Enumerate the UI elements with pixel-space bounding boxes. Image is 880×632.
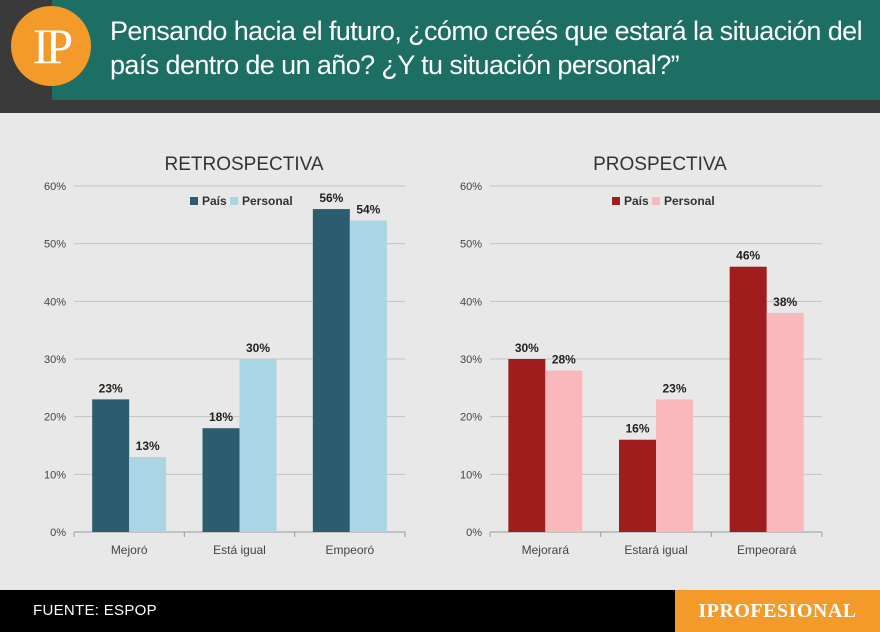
source-text: FUENTE: ESPOP <box>33 602 157 619</box>
retro-bar-pas-2 <box>312 209 350 533</box>
retro-y-tick-label: 0% <box>50 527 66 539</box>
retro-data-label: 56% <box>319 191 343 205</box>
prosp-data-label: 46% <box>736 249 760 263</box>
retro-category-label: Empeoró <box>325 543 374 557</box>
retro-chart-title: RETROSPECTIVA <box>164 154 323 175</box>
prosp-y-tick-label: 20% <box>460 412 482 424</box>
retro-data-label: 30% <box>246 341 270 355</box>
prosp-data-label: 28% <box>552 353 576 367</box>
retro-y-tick-label: 40% <box>44 296 66 308</box>
prosp-legend-swatch <box>612 197 620 205</box>
retro-y-tick-label: 50% <box>44 239 66 251</box>
prosp-y-tick-label: 30% <box>460 354 482 366</box>
prosp-bar-personal-2 <box>766 312 804 532</box>
prosp-legend-label: País <box>624 194 649 208</box>
prosp-data-label: 30% <box>515 341 539 355</box>
retro-data-label: 23% <box>99 381 123 395</box>
retro-category-label: Está igual <box>213 543 266 557</box>
iprofesional-brand: IPROFESIONAL <box>675 590 880 632</box>
prosp-data-label: 16% <box>625 422 649 436</box>
prosp-category-label: Mejorará <box>522 543 570 557</box>
prosp-data-label: 23% <box>662 381 686 395</box>
retro-y-tick-label: 20% <box>44 412 66 424</box>
prosp-data-label: 38% <box>773 295 797 309</box>
prosp-legend-swatch <box>652 197 660 205</box>
retro-legend-label: Personal <box>242 194 293 208</box>
prosp-chart-title: PROSPECTIVA <box>593 154 727 175</box>
retro-legend-label: País <box>202 194 227 208</box>
retro-legend-swatch <box>190 197 198 205</box>
retro-data-label: 18% <box>209 410 233 424</box>
retro-y-tick-label: 30% <box>44 354 66 366</box>
prosp-bar-personal-1 <box>656 399 693 532</box>
retro-bar-personal-0 <box>129 457 167 532</box>
title-banner <box>52 0 880 100</box>
charts-area: RETROSPECTIVA 0% 10% 20% 30% 40% 50% 60% 23% 13% M… <box>44 154 823 557</box>
retro-bar-pas-0 <box>92 399 130 532</box>
prosp-bar-pas-1 <box>619 439 656 532</box>
retro-y-tick-label: 60% <box>44 181 66 193</box>
prosp-bar-pas-0 <box>508 359 546 532</box>
prosp-y-tick-label: 0% <box>466 527 482 539</box>
page-title: Pensando hacia el futuro, ¿cómo creés qu… <box>110 16 863 80</box>
prosp-bar-pas-2 <box>729 266 767 532</box>
retro-y-tick-label: 10% <box>44 469 66 481</box>
prosp-y-tick-label: 50% <box>460 239 482 251</box>
retro-bar-pas-1 <box>202 428 240 532</box>
retro-bar-personal-2 <box>349 220 387 532</box>
ip-logo: IP <box>11 6 91 86</box>
prosp-category-label: Estará igual <box>624 543 687 557</box>
prosp-y-tick-label: 40% <box>460 296 482 308</box>
retro-legend-swatch <box>230 197 238 205</box>
retro-data-label: 13% <box>136 439 160 453</box>
retro-data-label: 54% <box>356 203 380 217</box>
prosp-y-tick-label: 60% <box>460 181 482 193</box>
prosp-bar-personal-0 <box>545 370 583 532</box>
prosp-category-label: Empeorará <box>737 543 797 557</box>
retro-bar-personal-1 <box>239 359 277 532</box>
prosp-legend-label: Personal <box>664 194 715 208</box>
retro-category-label: Mejoró <box>111 543 148 557</box>
prosp-y-tick-label: 10% <box>460 469 482 481</box>
